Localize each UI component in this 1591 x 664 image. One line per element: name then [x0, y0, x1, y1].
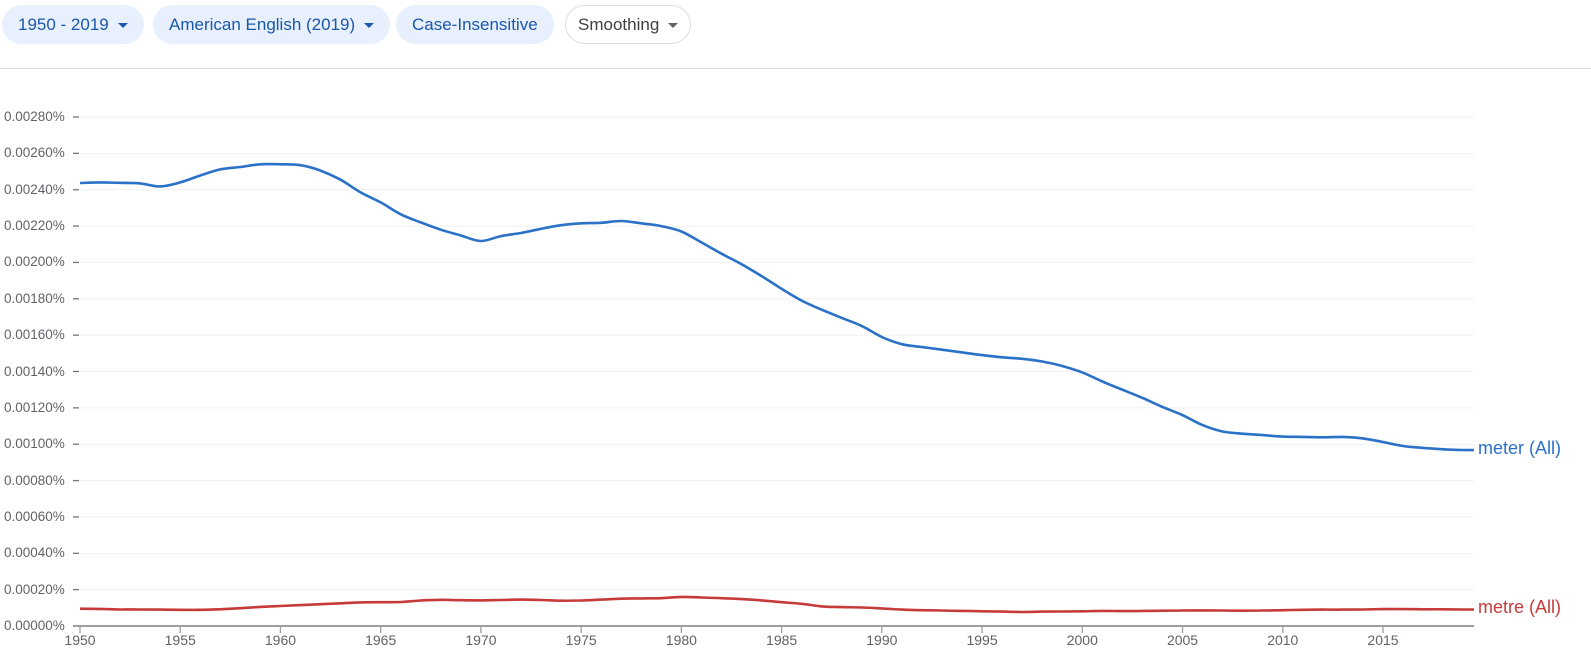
caret-down-icon: [117, 23, 128, 28]
x-tick-label: 2005: [1166, 632, 1199, 648]
x-tick-label: 1975: [565, 632, 597, 648]
y-tick-label: 0.00280%: [4, 109, 65, 124]
x-tick-label: 1985: [766, 632, 798, 648]
chart-plot-area: [73, 116, 1475, 633]
y-tick-label: 0.00000%: [4, 618, 65, 633]
corpus-dropdown[interactable]: American English (2019): [153, 5, 391, 44]
smoothing-dropdown[interactable]: Smoothing: [565, 5, 692, 44]
y-tick-label: 0.00080%: [4, 472, 65, 488]
x-tick-label: 1960: [264, 632, 297, 648]
x-tick-label: 1995: [966, 632, 998, 648]
x-tick-label: 1980: [665, 632, 697, 648]
y-tick-label: 0.00220%: [4, 218, 65, 234]
y-tick-label: 0.00060%: [4, 508, 65, 524]
x-tick-label: 2010: [1267, 632, 1299, 648]
y-tick-label: 0.00160%: [4, 327, 65, 343]
y-tick-label: 0.00120%: [4, 399, 65, 415]
caret-down-icon: [668, 23, 679, 28]
x-tick-label: 2000: [1066, 632, 1098, 648]
case-insensitive-label: Case-Insensitive: [412, 14, 538, 34]
year-range-label: 1950 - 2019: [18, 14, 109, 34]
y-tick-label: 0.00020%: [4, 581, 65, 597]
case-insensitive-toggle[interactable]: Case-Insensitive: [396, 5, 554, 44]
corpus-label: American English (2019): [169, 14, 356, 34]
y-tick-label: 0.00040%: [4, 545, 65, 561]
smoothing-label: Smoothing: [578, 14, 660, 34]
meter-series-line[interactable]: [79, 162, 1475, 452]
y-tick-label: 0.00200%: [4, 254, 65, 270]
query-toolbar: 1950 - 2019 American English (2019) Case…: [0, 0, 1591, 69]
x-tick-label: 1955: [164, 632, 196, 648]
x-tick-label: 2015: [1367, 632, 1399, 648]
metre-series-line[interactable]: [79, 595, 1474, 614]
y-tick-label: 0.00140%: [4, 363, 65, 379]
x-tick-label: 1990: [866, 632, 898, 648]
x-tick-label: 1950: [64, 632, 96, 648]
meter-series-label[interactable]: meter (All): [1478, 438, 1562, 459]
metre-series-label[interactable]: metre (All): [1478, 597, 1562, 618]
y-tick-label: 0.00240%: [4, 181, 65, 197]
x-tick-label: 1965: [365, 632, 397, 648]
caret-down-icon: [364, 23, 375, 28]
y-tick-label: 0.00260%: [4, 145, 65, 161]
x-tick-label: 1970: [465, 632, 497, 648]
ngram-chart: 0.00280% 0.00260% 0.00240% 0.00220% 0.00200%…: [0, 70, 1591, 664]
year-range-dropdown[interactable]: 1950 - 2019: [2, 5, 144, 44]
y-tick-label: 0.00100%: [4, 436, 65, 452]
y-tick-label: 0.00180%: [4, 290, 65, 306]
